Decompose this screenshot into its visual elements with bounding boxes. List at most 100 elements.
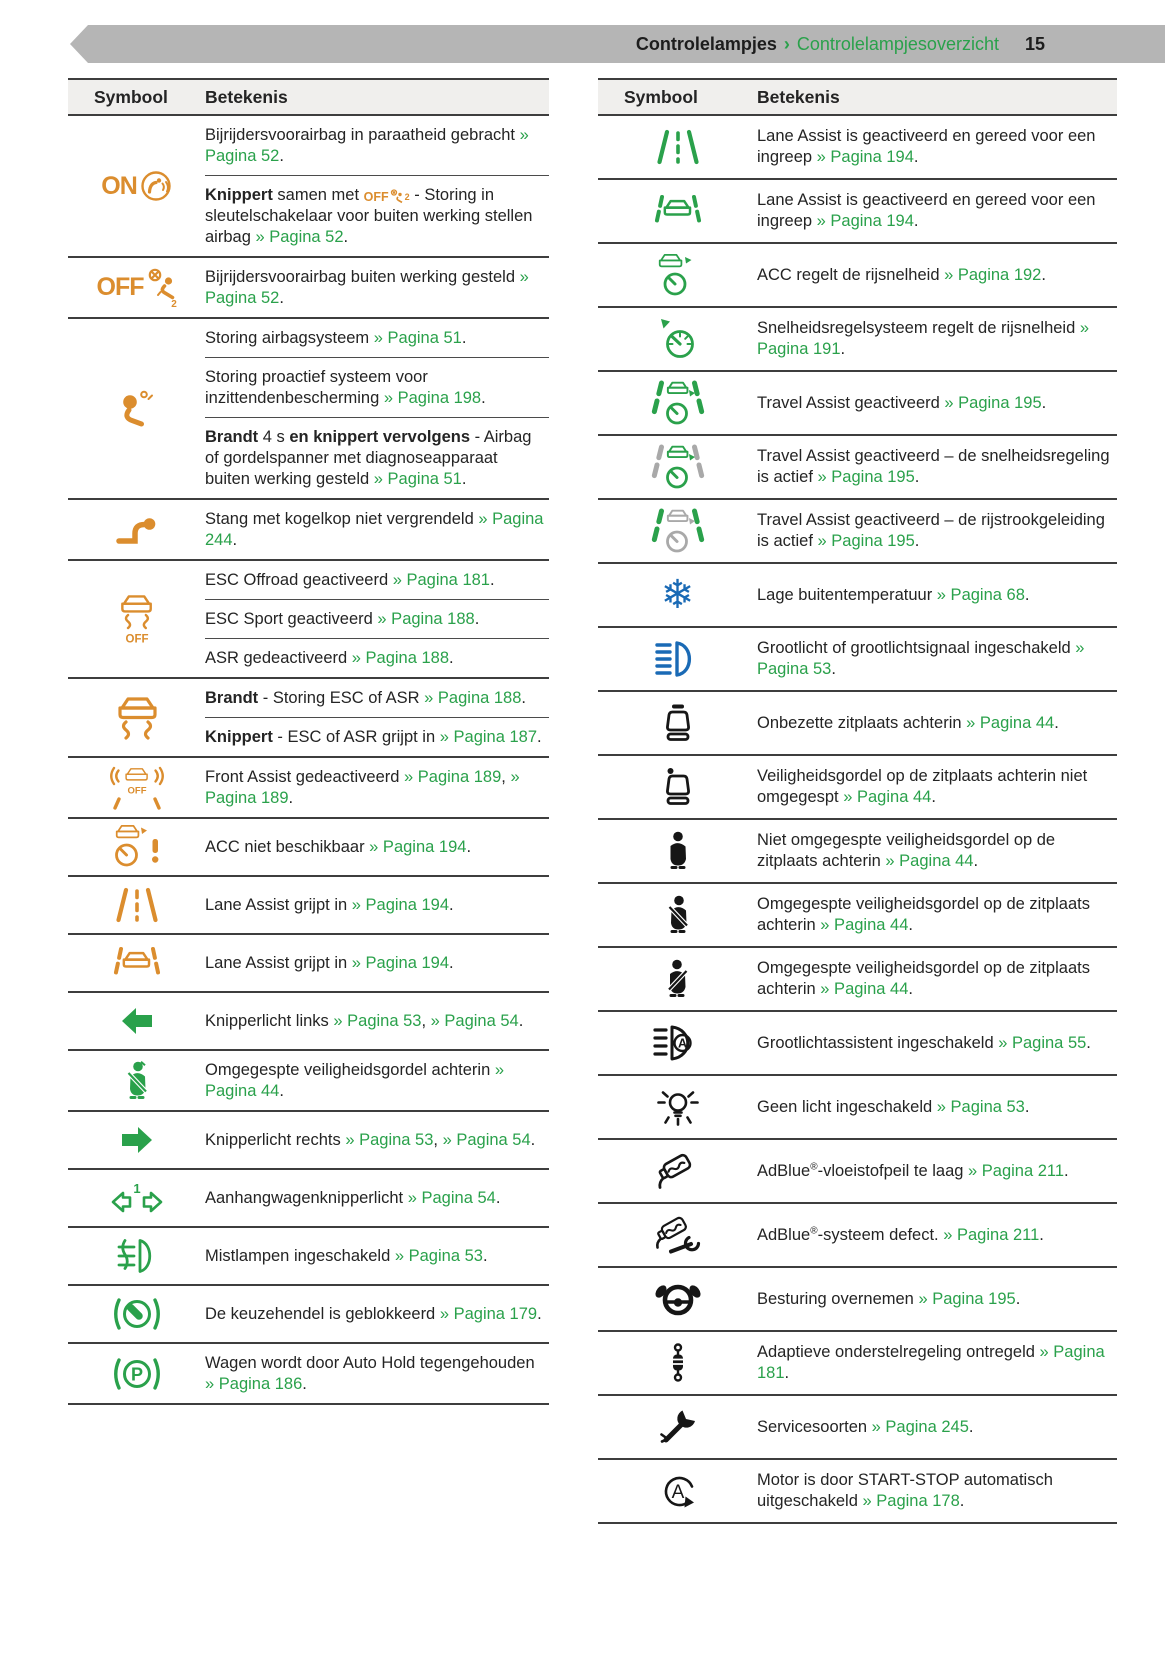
page-link[interactable]: » Pagina 245: [871, 1417, 969, 1436]
page-link[interactable]: » Pagina 195: [817, 532, 915, 550]
page-link[interactable]: » Pagina 192: [944, 265, 1042, 284]
page-link[interactable]: » Pagina 194: [351, 895, 450, 914]
meaning-text: Bijrijdersvoorairbag in paraatheid gebra…: [205, 116, 549, 175]
page-link[interactable]: » Pagina 178: [862, 1492, 960, 1510]
page-link[interactable]: » Pagina 194: [369, 837, 467, 856]
page-link[interactable]: » Pagina 198: [383, 388, 482, 407]
text-segment: Grootlicht of grootlichtsignaal ingescha…: [757, 639, 1076, 657]
meaning-text: Brandt - Storing ESC of ASR » Pagina 188…: [205, 679, 549, 717]
page-link[interactable]: » Pagina 44: [843, 788, 932, 806]
page-link[interactable]: » Pagina 244: [205, 509, 544, 549]
text-segment: Knipperlicht rechts: [205, 1130, 346, 1149]
page-link[interactable]: » Pagina 188: [351, 648, 450, 667]
page-link[interactable]: » Pagina 53: [394, 1246, 483, 1265]
page-link[interactable]: » Pagina 44: [820, 916, 909, 934]
meaning-text: Lane Assist grijpt in » Pagina 194.: [205, 944, 549, 982]
page-link[interactable]: » Pagina 194: [351, 953, 450, 972]
meaning-cell: Onbezette zitplaats achterin » Pagina 44…: [757, 692, 1117, 754]
symbol-cell: [68, 1228, 205, 1284]
page-number: 15: [1024, 33, 1045, 54]
page-link[interactable]: » Pagina 179: [439, 1304, 538, 1323]
lane-assist-car-icon: [112, 943, 162, 983]
page-link[interactable]: » Pagina 188: [377, 609, 475, 628]
symbol-cell: A: [598, 1012, 757, 1074]
meaning-cell: AdBlue®-vloeistofpeil te laag » Pagina 2…: [757, 1140, 1117, 1202]
page-link[interactable]: » Pagina 188: [424, 688, 522, 707]
text-segment: .: [914, 532, 920, 550]
text-segment: .: [279, 288, 284, 307]
page-link[interactable]: » Pagina 191: [757, 319, 1090, 358]
page-link[interactable]: » Pagina 195: [918, 1289, 1016, 1308]
symbol-cell: [598, 308, 757, 370]
page-link[interactable]: » Pagina 194: [816, 212, 914, 230]
page-link[interactable]: » Pagina 53: [757, 639, 1085, 678]
meaning-cell: Brandt - Storing ESC of ASR » Pagina 188…: [205, 679, 549, 756]
page-link[interactable]: » Pagina 55: [998, 1033, 1087, 1052]
text-segment: .: [343, 227, 349, 246]
table-row: OFF Front Assist gedeactiveerd » Pagina 1…: [68, 758, 549, 819]
page-link[interactable]: » Pagina 44: [966, 713, 1055, 732]
text-segment: Onbezette zitplaats achterin: [757, 713, 967, 732]
page-link[interactable]: » Pagina 53: [333, 1011, 422, 1030]
page-link[interactable]: » Pagina 186: [205, 1374, 303, 1393]
meaning-cell: Storing airbagsysteem » Pagina 51. Storin…: [205, 319, 549, 498]
text-segment: .: [840, 340, 846, 358]
text-segment: .: [232, 530, 238, 549]
page-link[interactable]: » Pagina 181: [392, 570, 490, 589]
text-segment: Besturing overnemen: [757, 1289, 919, 1308]
meaning-cell: Grootlicht of grootlichtsignaal ingescha…: [757, 628, 1117, 690]
page-link[interactable]: » Pagina 195: [944, 393, 1042, 412]
page-link[interactable]: » Pagina 53: [936, 1097, 1025, 1116]
symbol-cell: [598, 1268, 757, 1330]
table-row: ACC niet beschikbaar » Pagina 194.: [68, 819, 549, 877]
symbol-cell: [598, 116, 757, 178]
table-row: 1 Aanhangwagenknipperlicht » Pagina 54.: [68, 1170, 549, 1228]
page-link[interactable]: » Pagina 54: [442, 1130, 531, 1149]
page-link[interactable]: » Pagina 189: [205, 767, 520, 807]
meaning-cell: Adaptieve onderstelregeling ontregeld » …: [757, 1332, 1117, 1394]
page-link[interactable]: » Pagina 211: [968, 1161, 1065, 1180]
svg-text:P: P: [130, 1364, 142, 1384]
page-link[interactable]: » Pagina 51: [373, 328, 462, 347]
page-link[interactable]: » Pagina 53: [345, 1130, 434, 1149]
table-row: Travel Assist geactiveerd – de snelheids…: [598, 436, 1117, 500]
text-segment: Lane Assist grijpt in: [205, 953, 352, 972]
symbol-cell: [598, 372, 757, 434]
page-link[interactable]: » Pagina 189: [404, 767, 502, 786]
page-link[interactable]: » Pagina 52: [255, 227, 344, 246]
page-link[interactable]: » Pagina 44: [820, 980, 909, 998]
text-segment: .: [521, 688, 527, 707]
text-segment: Brandt: [205, 427, 259, 446]
meaning-cell: Knipperlicht links » Pagina 53, » Pagina…: [205, 993, 549, 1049]
text-segment: ESC Offroad geactiveerd: [205, 570, 393, 589]
service-icon: [658, 1407, 698, 1447]
page-link[interactable]: » Pagina 54: [407, 1188, 496, 1207]
table-body: Lane Assist is geactiveerd en gereed voo…: [598, 116, 1117, 1524]
text-segment: .: [1086, 1033, 1091, 1052]
meaning-text: Mistlampen ingeschakeld » Pagina 53.: [205, 1237, 549, 1275]
acc-warning-icon: [112, 824, 162, 870]
text-segment: .: [537, 1304, 542, 1323]
page-link[interactable]: » Pagina 187: [439, 727, 538, 746]
table-row: OFF ESC Offroad geactiveerd » Pagina 181.…: [68, 561, 549, 679]
page-link[interactable]: » Pagina 195: [817, 468, 915, 486]
page-link[interactable]: » Pagina 51: [373, 469, 462, 488]
text-segment: Front Assist gedeactiveerd: [205, 767, 405, 786]
table-row: Lane Assist is geactiveerd en gereed voo…: [598, 116, 1117, 180]
table-row: Travel Assist geactiveerd » Pagina 195.: [598, 372, 1117, 436]
page-link[interactable]: » Pagina 68: [936, 585, 1025, 604]
airbag-warning-icon: [117, 389, 157, 429]
table-row: A Grootlichtassistent ingeschakeld » Pagi…: [598, 1012, 1117, 1076]
page-link[interactable]: » Pagina 194: [816, 148, 914, 166]
page-link[interactable]: » Pagina 54: [430, 1011, 519, 1030]
page-link[interactable]: » Pagina 44: [885, 852, 974, 870]
page-link[interactable]: » Pagina 181: [757, 1343, 1105, 1382]
lane-assist-icon: [115, 887, 159, 923]
page-link[interactable]: » Pagina 52: [205, 125, 529, 165]
symbol-cell: [598, 436, 757, 498]
text-segment: Lage buitentemperatuur: [757, 585, 937, 604]
page-link[interactable]: » Pagina 211: [943, 1225, 1040, 1244]
symbol-cell: [68, 819, 205, 875]
page-link[interactable]: » Pagina 52: [205, 267, 529, 307]
page-link[interactable]: » Pagina 44: [205, 1060, 505, 1100]
